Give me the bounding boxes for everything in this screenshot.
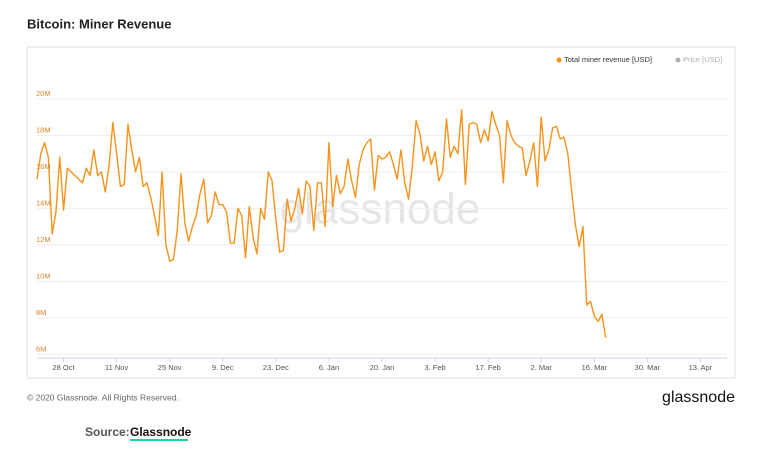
chart-title: Bitcoin: Miner Revenue [27,16,171,31]
x-tick-label: 30. Mar [635,363,661,372]
y-tick-label: 12M [36,235,51,244]
x-tick-label: 25 Nov [158,363,182,372]
y-tick-label: 8M [36,308,46,317]
y-tick-label: 16M [36,162,51,171]
legend-swatch [675,57,681,63]
legend-label: Price [USD] [683,55,722,64]
y-tick-label: 20M [36,89,51,98]
x-tick-label: 13. Apr [689,363,713,372]
source-label: Source: [85,425,130,439]
x-tick-label: 28 Oct [52,363,75,372]
plot-area: 6M 8M 10M 12M 14M 16M 18M 20M 28 Oct 11 Nov 25 Nov… [36,89,727,372]
x-tick-label: 16. Mar [582,363,608,372]
series-line [36,109,607,339]
x-tick-label: 20. Jan [370,363,395,372]
x-tick-label: 17. Feb [475,363,500,372]
y-tick-label: 18M [36,125,51,134]
x-tick-label: 6. Jan [319,363,339,372]
y-tick-label: 6M [36,344,46,353]
footer: © 2020 Glassnode. All Rights Reserved. [27,392,179,402]
x-tick-label: 2. Mar [531,363,553,372]
legend-label: Total miner revenue [USD] [564,55,652,64]
legend-swatch [556,57,562,63]
x-tick-label: 3. Feb [424,363,445,372]
y-tick-label: 10M [36,271,51,280]
x-tick-label: 9. Dec [212,363,234,372]
source-underline [130,439,188,441]
source-link[interactable]: Glassnode [130,425,192,439]
x-tick-label: 11 Nov [105,363,128,372]
x-tick-label: 23. Dec [263,363,289,372]
plot-panel [26,46,736,379]
brand: glassnode [662,389,735,406]
y-tick-label: 14M [36,198,51,207]
